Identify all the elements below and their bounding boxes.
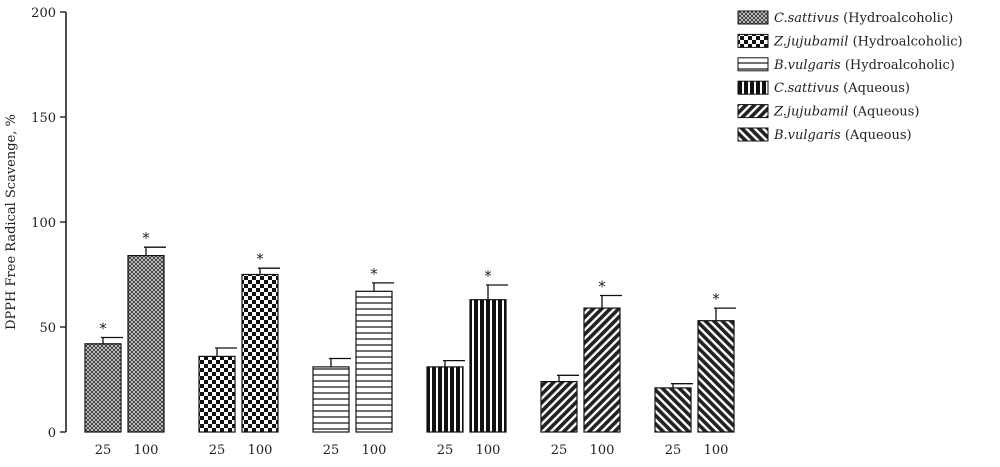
legend-swatch [737,80,769,95]
bars: * 25 * 100 25 * 100 25 * 100 25 * 100 25 * 100 25 * 100 [84,229,736,458]
legend-swatch [737,127,769,142]
series-group: 25 * 100 [540,278,622,458]
y-tick-label: 200 [31,6,56,21]
significance-marker: * [99,320,107,338]
x-tick-label: 25 [209,443,226,458]
bar [355,290,393,433]
series-group: 25 * 100 [198,250,280,458]
x-tick-label: 100 [590,443,615,458]
x-tick-label: 25 [551,443,568,458]
x-tick-label: 100 [134,443,159,458]
bar [198,355,236,433]
bar [241,273,279,433]
series-group: 25 * 100 [654,290,736,458]
y-tick-label: 100 [31,216,56,231]
y-tick-label: 150 [31,111,56,126]
legend-label: C.sattivus (Aqueous) [774,81,910,96]
legend-entry: C.sattivus (Hydroalcoholic) [737,10,953,26]
y-tick-label: 0 [48,426,56,441]
x-tick-label: 100 [704,443,729,458]
legend-entry: Z.jujubamil (Aqueous) [737,104,919,120]
series-group: 25 * 100 [426,267,508,458]
bar [583,307,621,433]
bar [654,387,692,433]
y-tick-label: 50 [39,321,56,336]
bar [312,366,350,433]
significance-marker: * [598,278,606,296]
x-tick-label: 25 [665,443,682,458]
x-tick-label: 25 [437,443,454,458]
legend: C.sattivus (Hydroalcoholic) Z.jujubamil (… [737,10,963,143]
legend-label: Z.jujubamil (Hydroalcoholic) [773,34,963,49]
y-axis-title: DPPH Free Radical Scavenge, % [4,114,19,330]
bar [540,381,578,433]
bar [84,343,122,433]
x-tick-label: 100 [248,443,273,458]
legend-entry: B.vulgaris (Aqueous) [737,127,912,143]
bar [697,320,735,433]
significance-marker: * [484,267,492,285]
legend-label: C.sattivus (Hydroalcoholic) [774,11,953,26]
significance-marker: * [370,265,378,283]
legend-swatch [737,57,769,72]
legend-label: B.vulgaris (Hydroalcoholic) [773,58,955,73]
x-tick-label: 100 [476,443,501,458]
axes: 0 50 100 150 200 DPPH Free Radical Scavenge, … [4,6,67,441]
bar [127,255,165,433]
legend-swatch [737,10,769,25]
legend-label: Z.jujubamil (Aqueous) [773,105,919,120]
series-group: * 25 * 100 [84,229,166,458]
significance-marker: * [142,229,150,247]
legend-entry: B.vulgaris (Hydroalcoholic) [737,57,955,73]
x-tick-label: 25 [323,443,340,458]
legend-entry: Z.jujubamil (Hydroalcoholic) [737,33,963,49]
legend-label: B.vulgaris (Aqueous) [773,128,912,143]
legend-swatch [737,33,769,48]
legend-swatch [737,104,769,119]
bar [469,299,507,433]
series-group: 25 * 100 [312,265,394,458]
bar [426,366,464,433]
significance-marker: * [712,290,720,308]
x-tick-label: 25 [95,443,112,458]
significance-marker: * [256,250,264,268]
x-tick-label: 100 [362,443,387,458]
legend-entry: C.sattivus (Aqueous) [737,80,910,96]
